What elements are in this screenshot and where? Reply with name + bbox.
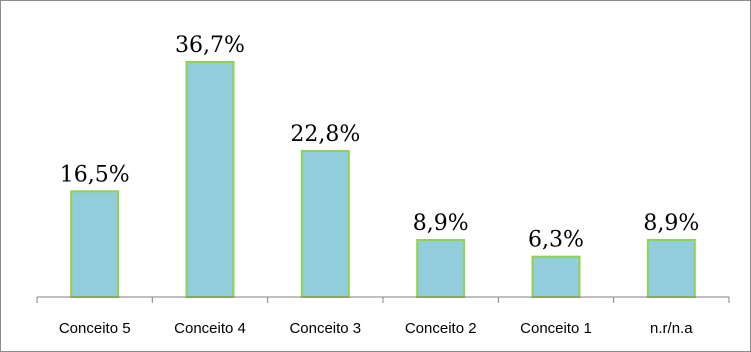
bar-2 <box>185 61 235 298</box>
data-label-2: 36,7% <box>175 33 245 58</box>
category-label-3: Conceito 3 <box>289 320 361 337</box>
category-label-2: Conceito 4 <box>174 320 246 337</box>
bar-4 <box>416 239 466 298</box>
category-label-6: n.r/n.a <box>650 320 693 337</box>
bar-5 <box>531 255 581 299</box>
data-label-4: 8,9% <box>413 211 469 236</box>
data-label-1: 16,5% <box>60 162 130 187</box>
bar-1 <box>70 190 120 298</box>
bar-6 <box>646 239 696 298</box>
category-label-5: Conceito 1 <box>520 320 592 337</box>
data-label-5: 6,3% <box>528 228 584 253</box>
category-label-1: Conceito 5 <box>59 320 131 337</box>
data-label-3: 22,8% <box>290 122 360 147</box>
data-label-6: 8,9% <box>643 211 699 236</box>
bar-3 <box>300 150 350 298</box>
category-label-4: Conceito 2 <box>405 320 477 337</box>
